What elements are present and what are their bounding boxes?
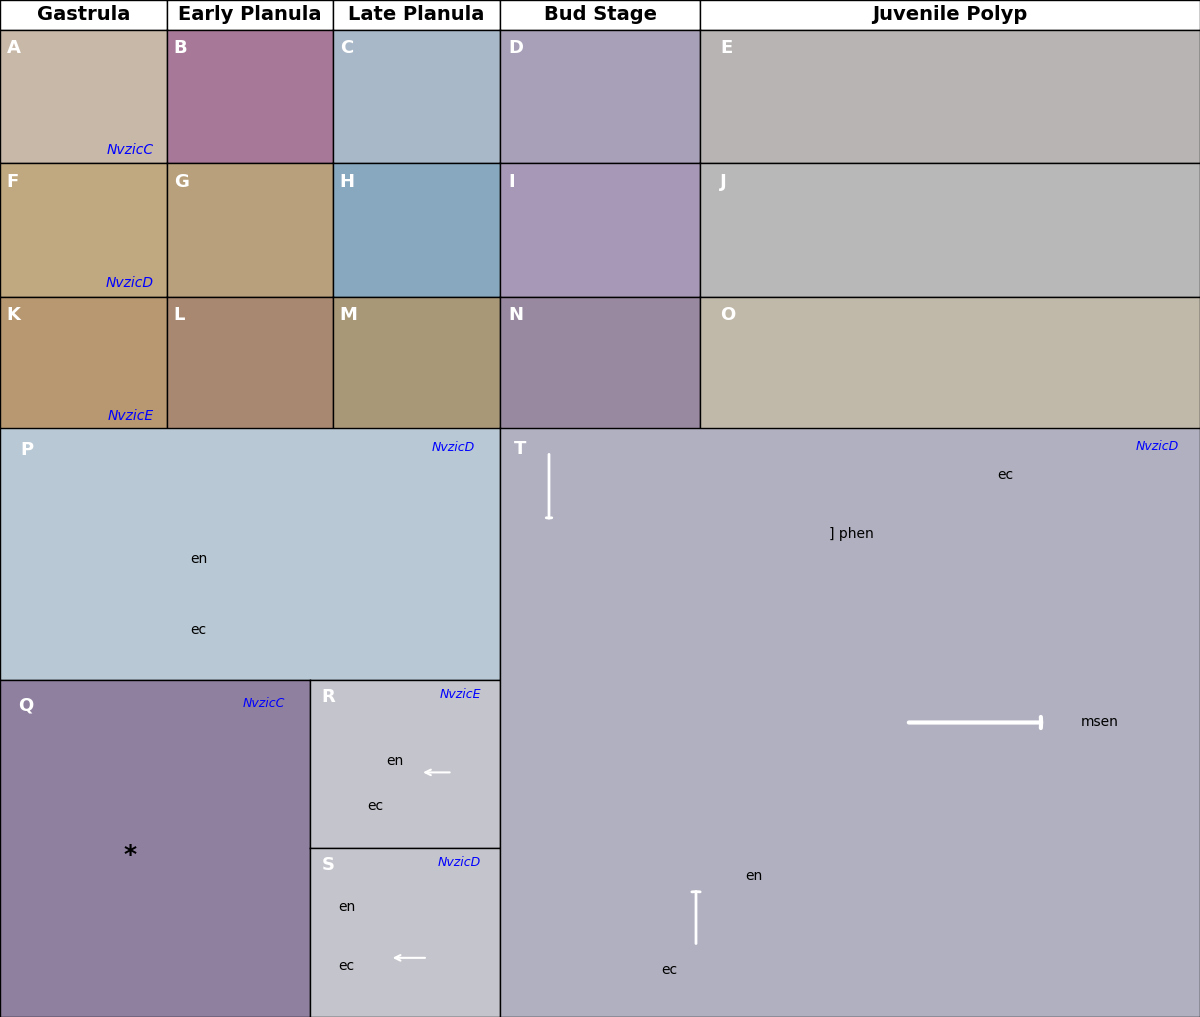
Text: H: H [340, 173, 355, 190]
Text: en: en [386, 754, 403, 768]
Text: NvzicE: NvzicE [439, 689, 481, 702]
Text: en: en [745, 869, 762, 883]
Text: G: G [174, 173, 188, 190]
Text: ec: ec [190, 622, 206, 637]
Text: M: M [340, 306, 358, 324]
Text: P: P [20, 440, 34, 459]
Text: F: F [7, 173, 19, 190]
Text: Late Planula: Late Planula [348, 5, 485, 24]
Text: NvzicD: NvzicD [432, 440, 475, 454]
Text: R: R [322, 689, 335, 707]
Text: Gastrula: Gastrula [37, 5, 130, 24]
Text: J: J [720, 173, 727, 190]
Text: L: L [174, 306, 185, 324]
Text: msen: msen [1081, 716, 1118, 729]
Text: B: B [174, 40, 187, 57]
Text: NvzicD: NvzicD [438, 856, 481, 870]
Text: T: T [514, 439, 527, 458]
Text: I: I [508, 173, 515, 190]
Text: en: en [190, 552, 208, 566]
Text: N: N [508, 306, 523, 324]
Text: Bud Stage: Bud Stage [544, 5, 656, 24]
Text: E: E [720, 40, 732, 57]
Text: ] phen: ] phen [829, 527, 874, 541]
Text: Early Planula: Early Planula [179, 5, 322, 24]
Text: NvzicC: NvzicC [242, 697, 286, 710]
Text: O: O [720, 306, 736, 324]
Text: ec: ec [997, 468, 1013, 482]
Text: ec: ec [338, 959, 355, 973]
Text: A: A [7, 40, 20, 57]
Text: *: * [124, 843, 137, 868]
Text: NvzicD: NvzicD [1135, 439, 1178, 453]
Text: en: en [338, 900, 355, 914]
Text: ec: ec [661, 963, 677, 977]
Text: S: S [322, 856, 335, 875]
Text: C: C [340, 40, 353, 57]
Text: Q: Q [19, 697, 34, 715]
Text: K: K [7, 306, 20, 324]
Text: NvzicD: NvzicD [106, 276, 154, 290]
Text: NvzicC: NvzicC [107, 142, 154, 157]
Text: Juvenile Polyp: Juvenile Polyp [872, 5, 1027, 24]
Text: ec: ec [367, 799, 383, 813]
Text: D: D [508, 40, 523, 57]
Text: NvzicE: NvzicE [108, 409, 154, 423]
